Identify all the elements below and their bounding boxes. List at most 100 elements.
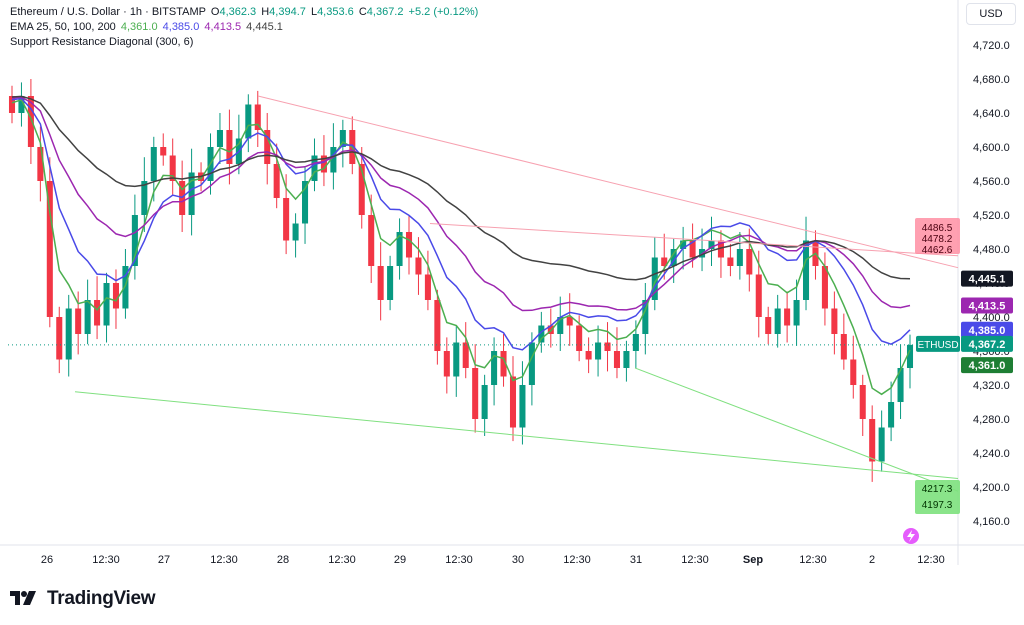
candle-body[interactable] — [103, 283, 110, 326]
candle-body[interactable] — [566, 317, 573, 326]
candle-body[interactable] — [443, 351, 450, 377]
candle-body[interactable] — [188, 172, 195, 216]
candle-body[interactable] — [642, 300, 649, 334]
candle-body[interactable] — [415, 257, 422, 275]
candle-body[interactable] — [94, 300, 101, 326]
candle-body[interactable] — [216, 130, 223, 147]
candle-body[interactable] — [453, 342, 460, 377]
ema25-value: 4,361.0 — [120, 21, 158, 33]
candle-body[interactable] — [46, 181, 53, 317]
candle-body[interactable] — [755, 274, 762, 318]
candle-body[interactable] — [377, 266, 384, 300]
candle-body[interactable] — [623, 351, 630, 368]
candle-body[interactable] — [528, 342, 535, 386]
candle-body[interactable] — [368, 215, 375, 266]
candle-body[interactable] — [585, 351, 592, 360]
candle-body[interactable] — [680, 240, 687, 250]
candle-body[interactable] — [746, 249, 753, 275]
candle-body[interactable] — [481, 385, 488, 419]
candle-body[interactable] — [292, 223, 299, 241]
currency-button[interactable]: USD — [966, 3, 1016, 25]
ema-row[interactable]: EMA 25, 50, 100, 200 4,361.0 4,385.0 4,4… — [10, 20, 478, 35]
candle-body[interactable] — [888, 402, 895, 428]
candle-body[interactable] — [37, 147, 44, 181]
candle-body[interactable] — [538, 325, 545, 343]
candle-body[interactable] — [736, 249, 743, 266]
candle-body[interactable] — [396, 232, 403, 266]
x-tick-label: 12:30 — [92, 554, 120, 566]
candle-body[interactable] — [689, 240, 696, 258]
candle-body[interactable] — [226, 130, 233, 164]
candle-body[interactable] — [604, 342, 611, 352]
candle-body[interactable] — [708, 240, 715, 250]
candle-body[interactable] — [661, 257, 668, 267]
indicator-row[interactable]: Support Resistance Diagonal (300, 6) — [10, 35, 478, 50]
candle-body[interactable] — [850, 359, 857, 386]
candle-body[interactable] — [273, 164, 280, 198]
candle-body[interactable] — [264, 130, 271, 164]
candle-body[interactable] — [302, 181, 309, 224]
candle-body[interactable] — [632, 334, 639, 351]
last-price-badge-bg — [961, 335, 1013, 352]
tradingview-logo[interactable]: TradingView — [10, 588, 156, 610]
candle-body[interactable] — [500, 351, 507, 377]
candle-body[interactable] — [859, 385, 866, 419]
candle-body[interactable] — [519, 385, 526, 428]
ema100-line — [11, 96, 911, 312]
candle-body[interactable] — [169, 155, 176, 182]
candle-body[interactable] — [122, 266, 129, 309]
candle-body[interactable] — [84, 300, 91, 334]
candle-body[interactable] — [150, 147, 157, 181]
candle-body[interactable] — [651, 257, 658, 301]
candle-body[interactable] — [330, 147, 337, 173]
candle-body[interactable] — [65, 308, 72, 360]
candle-body[interactable] — [56, 317, 63, 360]
candle-body[interactable] — [462, 342, 469, 369]
candle-body[interactable] — [160, 147, 167, 156]
candle-body[interactable] — [112, 283, 120, 309]
candle-body[interactable] — [765, 317, 772, 334]
candle-body[interactable] — [717, 240, 724, 258]
ohlc-close: 4,367.2 — [366, 6, 404, 18]
candle-body[interactable] — [897, 368, 904, 402]
candle-body[interactable] — [727, 257, 734, 267]
candle-body[interactable] — [434, 300, 441, 351]
candle-body[interactable] — [320, 155, 327, 173]
candle-body[interactable] — [405, 232, 413, 258]
candle-body[interactable] — [131, 215, 138, 266]
candle-body[interactable] — [358, 164, 365, 215]
candle-body[interactable] — [906, 344, 914, 368]
y-tick-label: 4,320.0 — [973, 380, 1010, 392]
candle-body[interactable] — [509, 376, 517, 428]
candle-body[interactable] — [387, 266, 394, 300]
candle-body[interactable] — [141, 181, 148, 215]
candle-body[interactable] — [821, 266, 828, 309]
candle-body[interactable] — [784, 308, 791, 326]
candle-body[interactable] — [557, 317, 564, 334]
candle-body[interactable] — [8, 96, 16, 113]
candle-body[interactable] — [774, 308, 781, 335]
candle-body[interactable] — [311, 155, 318, 182]
candle-body[interactable] — [670, 249, 677, 266]
candle-body[interactable] — [831, 308, 838, 335]
candle-body[interactable] — [869, 419, 876, 462]
candle-body[interactable] — [245, 104, 252, 139]
candle-body[interactable] — [595, 342, 602, 360]
candle-body[interactable] — [283, 198, 290, 241]
candle-body[interactable] — [27, 96, 34, 147]
candle-body[interactable] — [576, 325, 583, 352]
candle-body[interactable] — [75, 308, 82, 335]
candle-body[interactable] — [424, 274, 431, 301]
candle-body[interactable] — [840, 334, 847, 360]
candle-body[interactable] — [472, 368, 479, 419]
candle-body[interactable] — [613, 351, 620, 368]
candle-body[interactable] — [802, 240, 810, 301]
candle-body[interactable] — [793, 300, 800, 326]
candle-body[interactable] — [18, 96, 25, 113]
candle-body[interactable] — [491, 351, 498, 385]
candle-body[interactable] — [878, 427, 885, 462]
candle-body[interactable] — [254, 104, 261, 131]
symbol-tag-bg — [916, 335, 960, 352]
candle-body[interactable] — [339, 130, 346, 147]
